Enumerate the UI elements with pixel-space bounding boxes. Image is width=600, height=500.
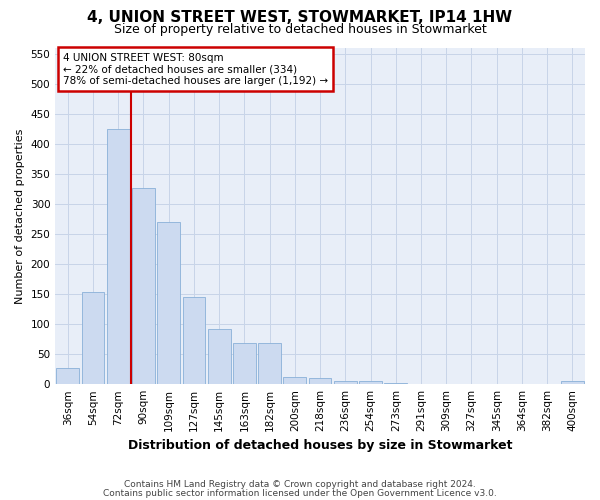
Text: 4, UNION STREET WEST, STOWMARKET, IP14 1HW: 4, UNION STREET WEST, STOWMARKET, IP14 1… bbox=[88, 10, 512, 25]
Bar bbox=[258, 344, 281, 384]
Bar bbox=[56, 368, 79, 384]
Bar bbox=[233, 344, 256, 384]
Text: Contains public sector information licensed under the Open Government Licence v3: Contains public sector information licen… bbox=[103, 488, 497, 498]
Bar bbox=[385, 383, 407, 384]
X-axis label: Distribution of detached houses by size in Stowmarket: Distribution of detached houses by size … bbox=[128, 440, 512, 452]
Y-axis label: Number of detached properties: Number of detached properties bbox=[15, 128, 25, 304]
Text: Size of property relative to detached houses in Stowmarket: Size of property relative to detached ho… bbox=[113, 22, 487, 36]
Bar bbox=[132, 188, 155, 384]
Bar bbox=[182, 297, 205, 384]
Text: Contains HM Land Registry data © Crown copyright and database right 2024.: Contains HM Land Registry data © Crown c… bbox=[124, 480, 476, 489]
Bar bbox=[561, 381, 584, 384]
Bar bbox=[82, 292, 104, 384]
Bar bbox=[309, 378, 331, 384]
Bar bbox=[283, 377, 306, 384]
Bar bbox=[157, 222, 180, 384]
Bar bbox=[334, 381, 356, 384]
Text: 4 UNION STREET WEST: 80sqm
← 22% of detached houses are smaller (334)
78% of sem: 4 UNION STREET WEST: 80sqm ← 22% of deta… bbox=[63, 52, 328, 86]
Bar bbox=[208, 330, 230, 384]
Bar bbox=[107, 128, 130, 384]
Bar bbox=[359, 381, 382, 384]
